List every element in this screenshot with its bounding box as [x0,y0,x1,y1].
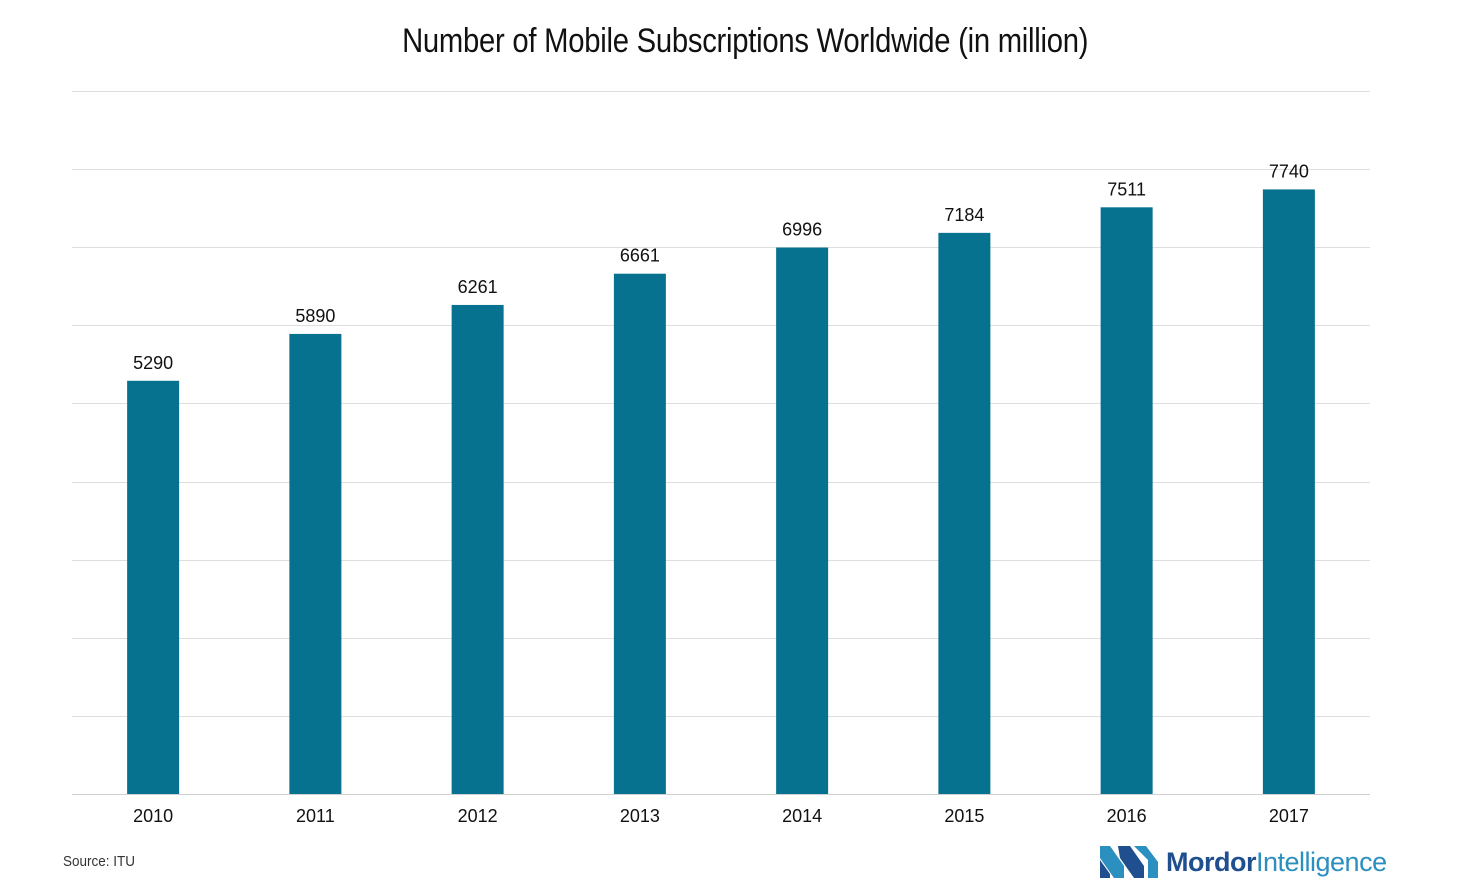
mordor-logo-icon [1100,846,1158,878]
x-tick-labels: 2010 2011 2012 2013 2014 2015 2016 2017 [133,806,1309,826]
x-tick-2017: 2017 [1269,806,1309,826]
brand-name-part1: Mordor [1166,846,1256,877]
bar-2015 [938,232,991,794]
bar-2016 [1100,207,1153,795]
value-label-2013: 6661 [620,246,660,266]
x-tick-2010: 2010 [133,806,173,826]
value-label-2010: 5290 [133,353,173,373]
value-label-2015: 7184 [944,205,984,225]
bar-2011 [289,333,342,794]
bar-2013 [613,273,666,794]
brand-name-part2: Intelligence [1255,846,1387,877]
value-label-2011: 5890 [295,306,335,326]
bar-2014 [776,247,829,794]
x-tick-2012: 2012 [458,806,498,826]
x-tick-2013: 2013 [620,806,660,826]
bar-2012 [451,304,504,794]
source-note: Source: ITU [63,853,136,870]
brand-logo-block: MordorIntelligence [1100,845,1387,879]
x-tick-2014: 2014 [782,806,822,826]
value-label-2017: 7740 [1269,161,1309,181]
value-label-2012: 6261 [458,277,498,297]
x-tick-2016: 2016 [1107,806,1147,826]
bars [127,189,1315,795]
value-label-2016: 7511 [1107,179,1146,199]
x-tick-2015: 2015 [944,806,984,826]
value-labels: 5290 5890 6261 6661 6996 7184 7511 7740 [133,161,1309,372]
chart-title: Number of Mobile Subscriptions Worldwide… [402,22,1089,60]
bar-2017 [1262,189,1315,795]
bar-2010 [127,380,180,794]
brand-name: MordorIntelligence [1166,847,1387,878]
gridlines [72,91,1370,795]
x-tick-2011: 2011 [296,806,335,826]
value-label-2014: 6996 [782,220,822,240]
